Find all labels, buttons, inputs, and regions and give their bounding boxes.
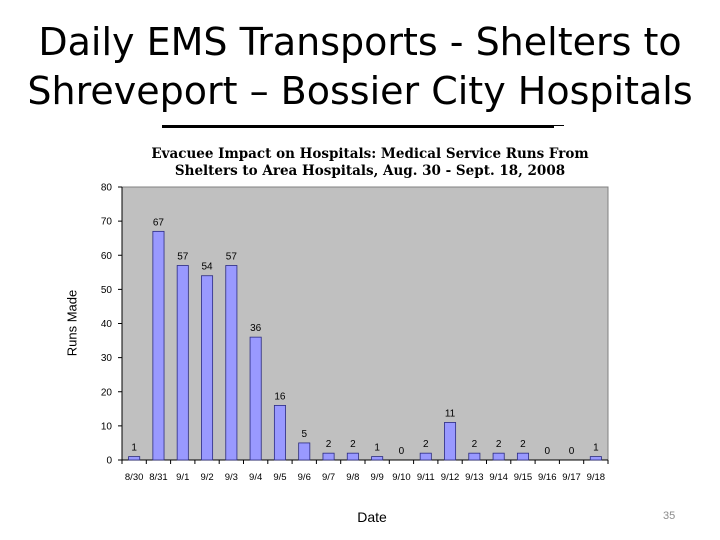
page-number: 35 xyxy=(663,510,676,522)
y-tick-label: 30 xyxy=(101,353,113,364)
data-label: 1 xyxy=(131,443,137,454)
data-label: 16 xyxy=(274,391,286,402)
data-label: 1 xyxy=(593,443,599,454)
bar xyxy=(419,452,432,461)
data-label: 1 xyxy=(374,443,380,454)
data-label: 2 xyxy=(496,439,502,450)
bar xyxy=(516,452,529,461)
chart-title: Evacuee Impact on Hospitals: Medical Ser… xyxy=(151,146,589,179)
x-tick-label: 9/4 xyxy=(249,472,262,483)
y-tick-label: 40 xyxy=(101,319,113,330)
bar xyxy=(225,265,238,461)
x-axis-label: Date xyxy=(357,509,387,525)
bar xyxy=(273,404,286,461)
bar xyxy=(589,456,602,461)
y-tick-label: 10 xyxy=(101,421,113,432)
data-label: 67 xyxy=(153,217,165,228)
x-tick-label: 9/6 xyxy=(298,472,311,483)
x-tick-label: 9/11 xyxy=(417,472,435,483)
bar xyxy=(176,265,189,461)
data-label: 57 xyxy=(177,251,189,262)
y-tick-label: 80 xyxy=(101,183,113,194)
x-tick-label: 9/14 xyxy=(489,472,508,483)
x-tick-label: 9/12 xyxy=(441,472,460,483)
bar xyxy=(249,336,262,461)
x-tick-label: 9/15 xyxy=(514,472,533,483)
title-underline xyxy=(162,125,554,128)
data-label: 54 xyxy=(201,262,213,273)
data-label: 57 xyxy=(226,251,238,262)
x-tick-label: 9/9 xyxy=(371,472,384,483)
x-tick-label: 9/18 xyxy=(587,472,606,483)
y-tick-label: 50 xyxy=(101,285,113,296)
bar xyxy=(201,275,214,461)
x-tick-label: 8/31 xyxy=(149,472,168,483)
y-tick-label: 60 xyxy=(101,251,113,262)
y-tick-label: 20 xyxy=(101,387,113,398)
x-tick-label: 9/2 xyxy=(200,472,213,483)
bar xyxy=(152,230,165,461)
x-tick-label: 9/13 xyxy=(465,472,484,483)
data-label: 11 xyxy=(445,408,456,419)
x-tick-label: 9/16 xyxy=(538,472,557,483)
data-label: 0 xyxy=(544,446,550,457)
data-label: 2 xyxy=(520,439,526,450)
y-tick-label: 70 xyxy=(101,217,113,228)
x-tick-label: 8/30 xyxy=(125,472,144,483)
data-label: 0 xyxy=(399,446,405,457)
data-label: 2 xyxy=(472,439,478,450)
x-tick-label: 9/7 xyxy=(322,472,335,483)
bar xyxy=(492,452,505,461)
x-tick-label: 9/8 xyxy=(346,472,359,483)
x-tick-label: 9/5 xyxy=(273,472,286,483)
bar xyxy=(346,452,359,461)
data-label: 0 xyxy=(569,446,575,457)
data-label: 2 xyxy=(423,439,429,450)
x-tick-label: 9/3 xyxy=(225,472,238,483)
bar xyxy=(322,452,335,461)
title-underline-tail xyxy=(554,125,564,126)
data-label: 36 xyxy=(250,323,262,334)
y-tick-label: 0 xyxy=(106,456,112,467)
data-label: 2 xyxy=(326,439,332,450)
y-axis-label: Runs Made xyxy=(64,289,80,357)
slide-title: Daily EMS Transports - Shelters to Shrev… xyxy=(27,20,693,113)
bar xyxy=(468,452,481,461)
x-tick-label: 9/17 xyxy=(562,472,581,483)
bar xyxy=(371,456,384,461)
data-label: 5 xyxy=(301,429,307,440)
bar xyxy=(298,442,311,461)
x-tick-label: 9/1 xyxy=(176,472,189,483)
x-tick-label: 9/10 xyxy=(392,472,411,483)
plot-area xyxy=(121,186,609,461)
bar xyxy=(444,422,457,461)
data-label: 2 xyxy=(350,439,356,450)
bar xyxy=(128,456,141,461)
